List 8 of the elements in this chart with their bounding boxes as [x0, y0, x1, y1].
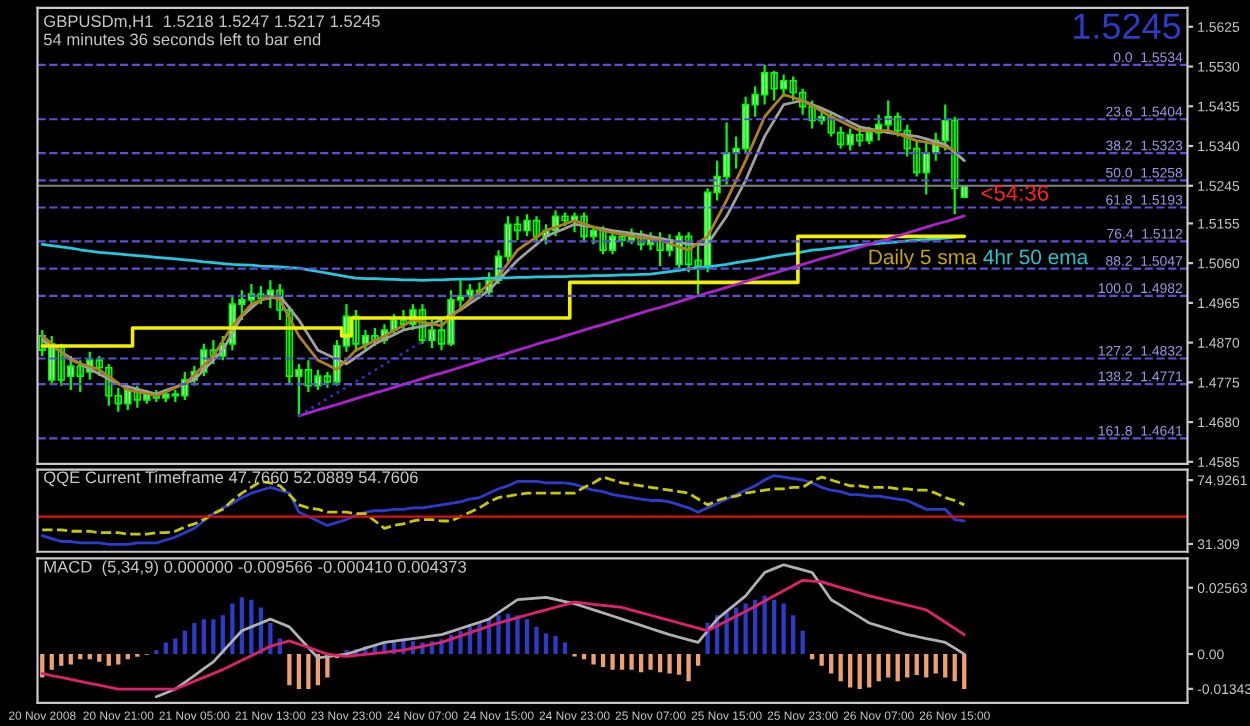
annotation: Daily 5 sma: [869, 249, 977, 269]
chart-title: MACD (5,34,9) 0.000000 -0.009566 -0.000410 0.004373: [44, 560, 466, 576]
chart-title: QQE Current Timeframe 47.7660 52.0889 54.7606: [44, 470, 418, 487]
text: 4hr 50 ema: [983, 249, 1089, 265]
text: <54:36: [981, 185, 1049, 201]
text: 1.5245: [1074, 13, 1181, 40]
chart-title: GBPUSDm,H1 1.5218 1.5247 1.5217 1.5245: [44, 15, 380, 30]
text: 54 minutes 36 seconds left to bar end: [43, 33, 321, 46]
